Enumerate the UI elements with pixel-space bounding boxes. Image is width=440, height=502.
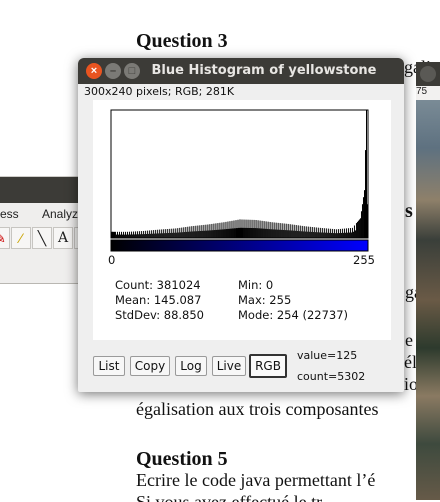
- doc-fragment: e: [405, 330, 413, 350]
- tool-row: ✎ ⁄ ╲ A ○: [0, 227, 94, 251]
- image-info: 300x240 pixels; RGB; 281K: [84, 85, 235, 98]
- doc-line-ecrire: Ecrire le code java permettant l’é: [136, 470, 376, 490]
- count-readout: count=5302: [297, 370, 366, 383]
- live-button[interactable]: Live: [212, 356, 246, 376]
- list-button[interactable]: List: [93, 356, 125, 376]
- axis-max-label: 255: [353, 253, 375, 267]
- menu-item-process[interactable]: ess: [0, 207, 19, 221]
- window-title: Blue Histogram of yellowstone: [151, 63, 377, 78]
- maximize-icon[interactable]: □: [124, 63, 140, 79]
- dropper-red-icon[interactable]: ✎: [0, 227, 10, 249]
- histogram-titlebar[interactable]: × – □ Blue Histogram of yellowstone: [78, 58, 404, 84]
- copy-button[interactable]: Copy: [130, 356, 170, 376]
- stat-mean: Mean: 145.087: [115, 293, 202, 307]
- stat-min: Min: 0: [238, 278, 274, 292]
- lut-gradient-bar: [110, 239, 369, 252]
- yellowstone-image[interactable]: [416, 100, 440, 500]
- text-tool-icon[interactable]: A: [53, 227, 73, 249]
- toolbar-titlebar[interactable]: [0, 177, 90, 203]
- wand-icon[interactable]: ⁄: [11, 227, 31, 249]
- log-button[interactable]: Log: [175, 356, 207, 376]
- minimize-icon[interactable]: –: [105, 63, 121, 79]
- rgb-button[interactable]: RGB: [249, 354, 287, 378]
- axis-min-label: 0: [108, 253, 116, 267]
- question-5-heading: Question 5: [136, 448, 228, 470]
- imagej-toolbar: ess Analyze ✎ ⁄ ╲ A ○: [0, 176, 94, 284]
- histogram-panel: 0 255 Count: 381024 Mean: 145.087 StdDev…: [93, 100, 391, 340]
- doc-line-bottom: Si vous avez effectué le tr: [136, 492, 323, 502]
- doc-fragment: s: [405, 200, 413, 222]
- doc-line-egalisation: égalisation aux trois composantes: [136, 399, 379, 419]
- stat-max: Max: 255: [238, 293, 292, 307]
- window-control-icon[interactable]: [420, 66, 436, 82]
- image-window-info: 75: [416, 86, 440, 100]
- line-icon[interactable]: ╲: [32, 227, 52, 249]
- menu-item-analyze[interactable]: Analyze: [42, 207, 85, 221]
- stat-stddev: StdDev: 88.850: [115, 308, 204, 322]
- question-3-heading: Question 3: [136, 30, 228, 52]
- stat-count: Count: 381024: [115, 278, 201, 292]
- histogram-window: × – □ Blue Histogram of yellowstone 300x…: [78, 58, 404, 392]
- close-icon[interactable]: ×: [86, 63, 102, 79]
- stat-mode: Mode: 254 (22737): [238, 308, 349, 322]
- image-window-partial[interactable]: 75: [416, 62, 440, 500]
- histogram-frame: [110, 109, 369, 239]
- histogram-chart[interactable]: [93, 100, 391, 340]
- value-readout: value=125: [297, 349, 358, 362]
- histogram-bars: [111, 110, 368, 238]
